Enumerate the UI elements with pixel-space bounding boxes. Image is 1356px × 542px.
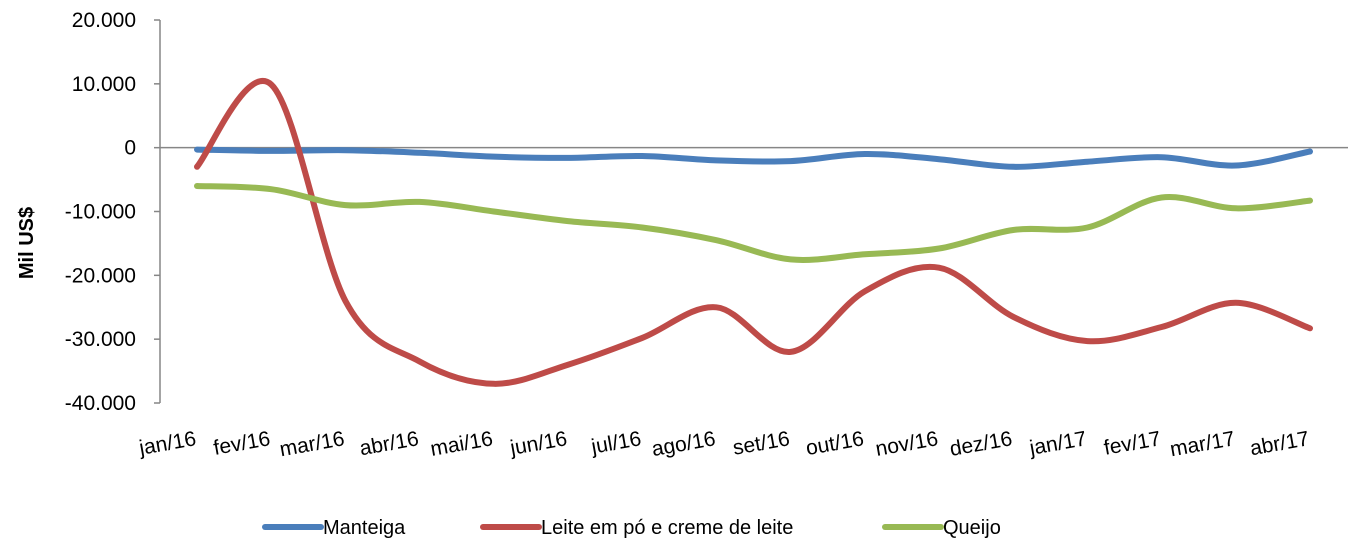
x-tick-label: mar/17 xyxy=(1168,427,1236,461)
x-tick-label: abr/17 xyxy=(1248,427,1311,460)
x-tick-label: dez/16 xyxy=(948,427,1014,461)
x-tick-label: abr/16 xyxy=(358,427,421,460)
y-tick-label: -40.000 xyxy=(65,392,136,415)
y-tick-label: 0 xyxy=(124,137,136,160)
y-tick-label: 10.000 xyxy=(72,73,136,96)
series-layer xyxy=(194,78,1313,387)
x-tick-label: mar/16 xyxy=(278,427,346,461)
y-axis: 20.000 10.000 0 -10.000 -20.000 -30.000 -40.00… xyxy=(65,9,161,415)
x-tick-label: set/16 xyxy=(731,427,791,460)
y-tick-label: -10.000 xyxy=(65,201,136,224)
legend-label-manteiga: Manteiga xyxy=(323,517,406,539)
x-tick-label: fev/16 xyxy=(212,427,272,460)
x-tick-label: ago/16 xyxy=(650,427,717,461)
series-line-queijo xyxy=(194,183,1313,263)
x-tick-label: fev/17 xyxy=(1102,427,1162,460)
series-line-manteiga xyxy=(194,146,1313,170)
y-axis-label: Mil US$ xyxy=(16,207,38,279)
y-tick-label: -20.000 xyxy=(65,264,136,287)
legend: Manteiga Leite em pó e creme de leite Quei… xyxy=(262,517,1001,539)
y-tick-label: -30.000 xyxy=(65,328,136,351)
legend-label-queijo: Queijo xyxy=(943,517,1001,539)
x-tick-label: jan/17 xyxy=(1027,427,1088,460)
legend-label-leite-em-p-e-creme-de-leite: Leite em pó e creme de leite xyxy=(541,517,793,539)
x-tick-label: jan/16 xyxy=(137,427,198,460)
x-tick-label: mai/16 xyxy=(429,427,495,461)
series-line-leite-em-p-e-creme-de-leite xyxy=(194,78,1313,387)
x-tick-label: jul/16 xyxy=(589,427,643,459)
y-tick-label: 20.000 xyxy=(72,9,136,32)
x-axis-tick-labels: jan/16 fev/16 mar/16 abr/16 mai/16 jun/16 jul/… xyxy=(137,427,1311,461)
x-tick-label: nov/16 xyxy=(874,427,940,461)
x-tick-label: out/16 xyxy=(804,427,865,460)
x-tick-label: jun/16 xyxy=(508,427,569,460)
